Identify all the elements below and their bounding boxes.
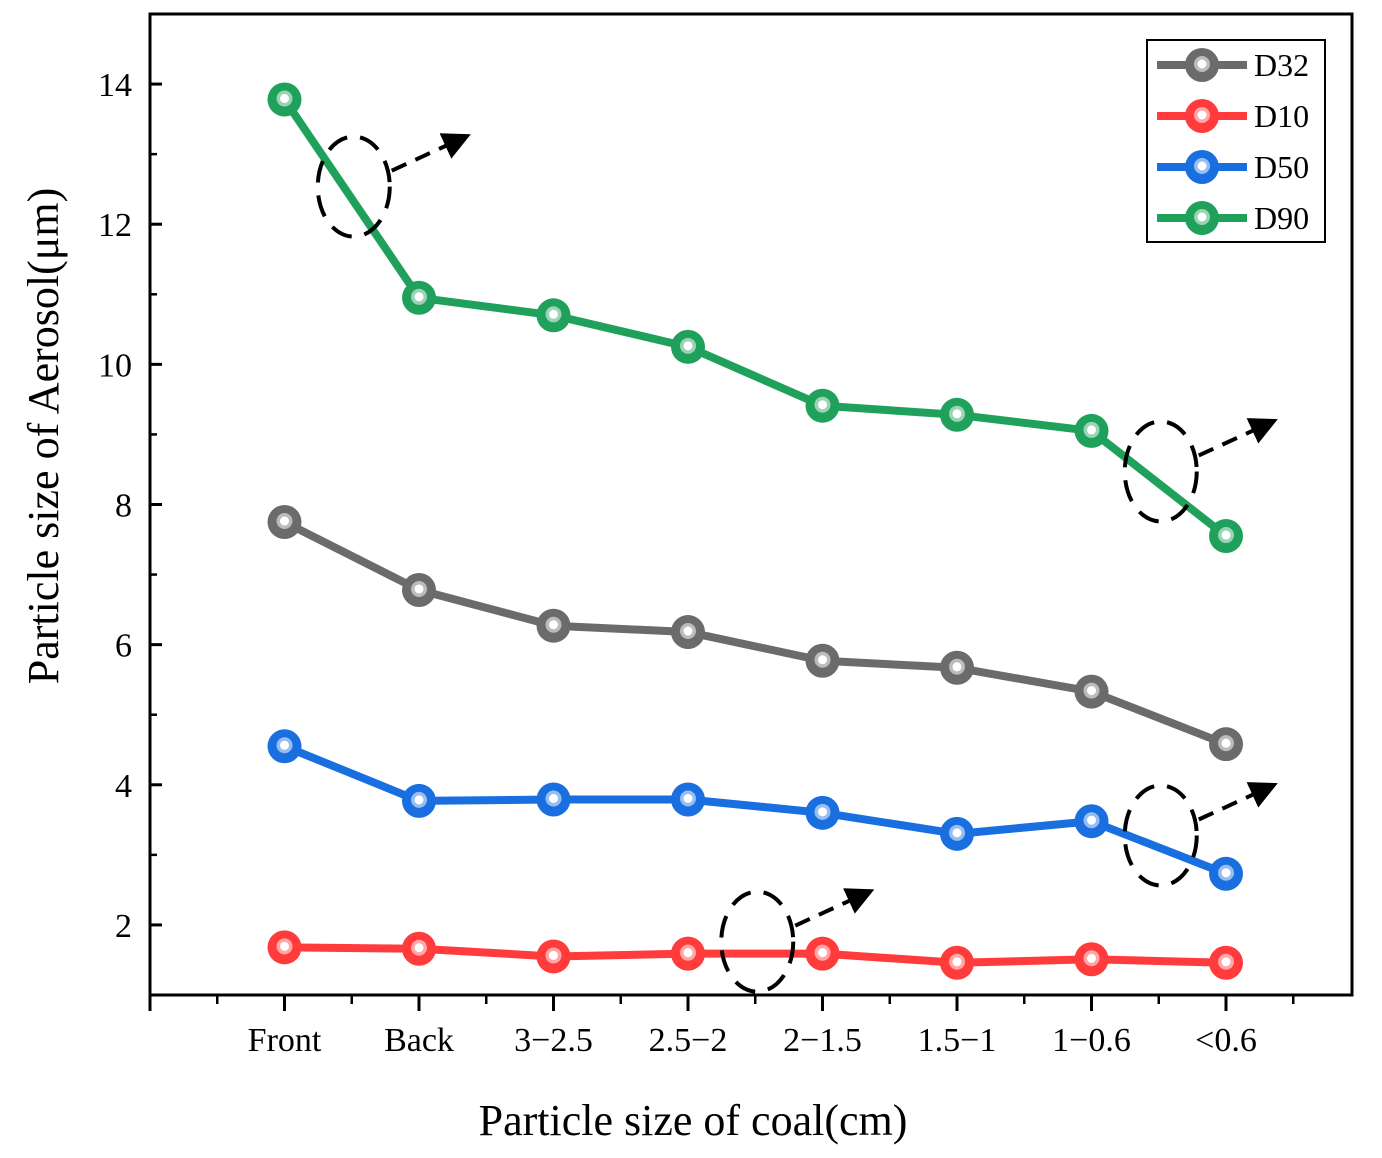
y-tick-label: 6 [115,628,132,665]
series-line-d90 [281,97,1229,540]
marker-highlight-core [818,655,827,665]
y-tick-label: 14 [98,67,132,104]
marker-highlight-core [818,400,827,410]
marker-highlight-core [1087,815,1096,825]
marker-highlight-core [683,794,693,804]
x-tick-label: <0.6 [1195,1022,1257,1059]
x-tick-label: Back [384,1022,454,1059]
marker-highlight-core [1087,686,1096,696]
marker-highlight-core [818,807,827,817]
marker-highlight-core [280,516,289,526]
dashed-circle [1122,419,1199,524]
annotation-callout [1122,782,1278,888]
y-tick-label: 12 [98,207,132,244]
marker-highlight-core [280,93,289,103]
marker-highlight-core [549,309,558,319]
marker-highlight-core [549,794,558,804]
x-tick-label: 2−1.5 [783,1022,862,1059]
x-tick-label: 2.5−2 [649,1022,728,1059]
series-d32 [267,505,1243,762]
annotations-group [315,133,1278,994]
legend-item-d32: D32 [1157,47,1309,83]
dashed-arrow [390,133,471,173]
marker-highlight-core [1087,425,1096,435]
marker-highlight-core [1221,868,1231,878]
marker-highlight-core [683,626,693,636]
x-tick-label: 1.5−1 [918,1022,997,1059]
marker-highlight-core [683,948,693,958]
y-tick-label: 10 [98,347,132,384]
marker-highlight-core [952,957,962,967]
marker-highlight-core [1197,161,1207,171]
marker-highlight-core [1221,957,1231,967]
x-tick-label: Front [248,1022,322,1059]
marker-highlight-core [1197,212,1207,222]
marker-highlight-core [683,341,693,351]
dashed-circle [719,889,796,994]
series-line-d50 [282,742,1228,878]
marker-highlight-core [818,948,827,958]
marker-highlight-core [280,941,289,951]
marker-highlight-core [952,828,962,838]
series-d50 [267,729,1243,891]
axes-group: 2 4 6 8 10 12 14 Front Back 3−2.5 2.5−2 2−1.5 1.5−1 1… [98,12,1354,1059]
x-tick-label: 3−2.5 [514,1022,593,1059]
annotation-callout [1122,418,1278,524]
series-line-d32 [282,518,1228,748]
legend-item-d50: D50 [1157,149,1309,185]
marker-highlight-core [549,950,558,960]
marker-highlight-core [1197,59,1207,69]
marker-highlight-core [414,292,424,302]
legend-label-d10: D10 [1254,98,1309,134]
series-group [267,82,1243,980]
series-line-d10 [284,943,1227,967]
legend-item-d10: D10 [1157,98,1309,134]
marker-highlight-core [414,795,424,805]
annotation-callout [719,888,875,994]
marker-highlight-core [414,943,424,953]
dashed-arrow [794,888,875,928]
dashed-circle [315,134,392,239]
legend: D32 D10 D50 D90 [1146,39,1326,243]
marker-highlight-core [1221,530,1231,540]
annotation-callout [315,133,471,239]
marker-highlight-core [1087,953,1096,963]
marker-highlight-core [1221,738,1231,748]
x-axis-title: Particle size of coal(cm) [479,1096,908,1145]
marker-highlight-core [1197,110,1207,120]
marker-highlight-core [414,584,424,594]
y-tick-label: 2 [115,908,132,945]
legend-label-d32: D32 [1254,47,1309,83]
legend-label-d50: D50 [1254,149,1309,185]
marker-highlight-core [549,620,558,630]
marker-highlight-core [952,662,962,672]
legend-box [1146,39,1326,243]
legend-label-d90: D90 [1254,200,1309,236]
y-tick-label: 4 [115,768,132,805]
marker-highlight-core [280,740,289,750]
dashed-circle [1122,783,1199,888]
series-d90 [267,82,1243,554]
y-axis-title: Particle size of Aerosol(μm) [19,188,68,684]
marker-highlight-core [952,409,962,419]
y-tick-label: 8 [115,488,132,525]
dashed-arrow [1197,782,1278,822]
x-tick-label: 1−0.6 [1052,1022,1131,1059]
dashed-arrow [1197,418,1278,458]
series-d10 [267,930,1243,980]
